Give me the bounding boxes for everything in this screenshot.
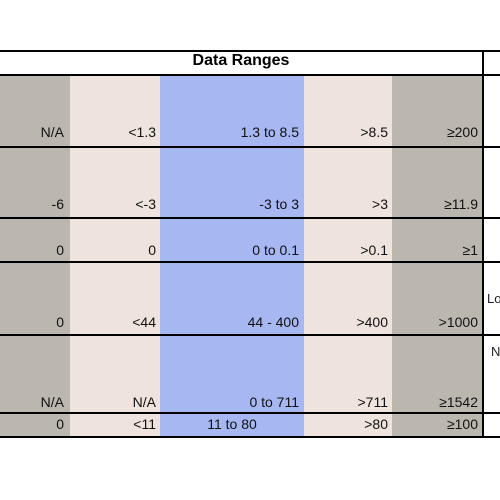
- cell: -3 to 3: [259, 196, 299, 212]
- cell: 0 to 711: [249, 394, 299, 410]
- table-title: Data Ranges: [192, 52, 290, 69]
- cell: 0: [56, 242, 64, 258]
- side-label: Lo: [487, 291, 500, 306]
- cell: ≥1: [462, 242, 478, 258]
- grid-line: [0, 261, 500, 263]
- cell: N/A: [40, 124, 64, 140]
- side-label: N: [491, 344, 500, 359]
- cell: 1.3 to 8.5: [240, 124, 299, 140]
- cell: >0.1: [360, 242, 388, 258]
- cell: <-3: [135, 196, 156, 212]
- grid-line: [482, 50, 484, 438]
- grid-line: [0, 146, 500, 148]
- cell: <44: [132, 314, 156, 330]
- cell: 0 to 0.1: [252, 242, 299, 258]
- cell: >711: [357, 394, 389, 410]
- column-band-1: [0, 75, 70, 437]
- grid-line: [0, 436, 500, 438]
- grid-line: [0, 412, 500, 414]
- cell: >3: [372, 196, 388, 212]
- cell: ≥100: [446, 416, 478, 432]
- cell: <1.3: [128, 124, 156, 140]
- grid-line: [0, 74, 500, 76]
- cell: >8.5: [360, 124, 388, 140]
- cell: 11 to 80: [207, 416, 257, 432]
- column-band-3: [160, 75, 304, 437]
- cell: ≥200: [446, 124, 478, 140]
- cell: 0: [56, 416, 64, 432]
- cell: 44 - 400: [247, 314, 299, 330]
- grid-line: [0, 334, 500, 336]
- cell: ≥11.9: [444, 196, 478, 212]
- grid-line: [0, 50, 500, 52]
- cell: >400: [356, 314, 388, 330]
- cell: -6: [51, 196, 64, 212]
- cell: >1000: [438, 314, 478, 330]
- column-band-5: [392, 75, 482, 437]
- cell: 0: [56, 314, 64, 330]
- cell: N/A: [132, 394, 156, 410]
- grid-line: [0, 217, 500, 219]
- cell: ≥1542: [439, 394, 478, 410]
- cell: 0: [148, 242, 156, 258]
- cell: >80: [364, 416, 388, 432]
- column-band-2: [70, 75, 160, 437]
- column-band-4: [304, 75, 392, 437]
- cell: N/A: [40, 394, 64, 410]
- cell: <11: [133, 416, 156, 432]
